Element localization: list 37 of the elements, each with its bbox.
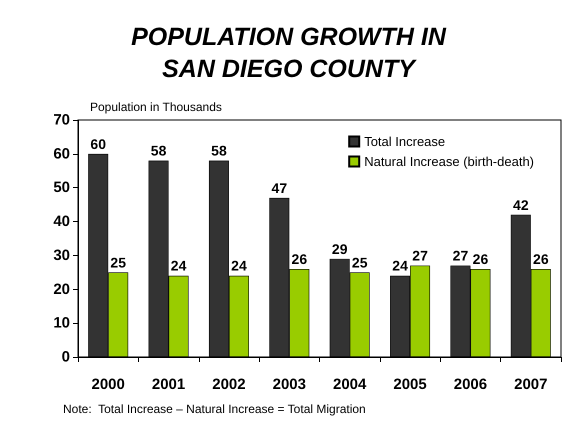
data-label: 47: [272, 180, 288, 196]
data-label: 26: [292, 250, 308, 267]
text: Note: Total Increase – Natural Increase = Total Migration: [63, 402, 366, 416]
x-tick-label: 2007: [514, 376, 548, 393]
y-tick-label: 50: [53, 179, 70, 196]
data-label: 60: [90, 136, 106, 152]
data-label: 25: [352, 254, 368, 270]
data-label: 58: [211, 142, 227, 159]
data-label: 27: [412, 248, 428, 264]
data-label: 26: [533, 250, 549, 267]
chart-title: POPULATION GROWTH IN SAN DIEGO COUNTY: [131, 23, 447, 83]
y-tick-label: 70: [53, 112, 70, 128]
y-tick-label: 40: [53, 213, 70, 230]
x-tick-label: 2000: [92, 376, 125, 393]
data-label: 58: [150, 142, 167, 159]
data-label: 24: [392, 258, 408, 274]
data-label: 25: [110, 254, 126, 270]
y-tick-label: 20: [53, 280, 70, 298]
x-tick-label: 2002: [212, 376, 246, 393]
y-tick-label: 0: [62, 348, 70, 366]
x-tick-label: 2006: [454, 376, 488, 393]
x-tick-label: 2004: [333, 376, 368, 393]
data-label: 29: [332, 240, 348, 257]
y-tick-label: 30: [53, 246, 70, 264]
y-axis-title: Population in Thousands: [90, 100, 222, 114]
x-tick-label: 2001: [152, 376, 186, 393]
data-label: 24: [170, 258, 187, 274]
y-tick-label: 10: [53, 314, 70, 332]
y-tick-label: 60: [53, 145, 70, 162]
legend-label: Natural Increase (birth-death): [364, 154, 534, 169]
data-label: 26: [472, 250, 488, 267]
x-tick-label: 2005: [393, 376, 427, 393]
data-label: 27: [452, 248, 468, 264]
legend-label: Total Increase: [364, 134, 446, 149]
data-label: 42: [513, 196, 529, 213]
x-tick-label: 2003: [272, 376, 306, 393]
data-label: 24: [231, 258, 247, 274]
